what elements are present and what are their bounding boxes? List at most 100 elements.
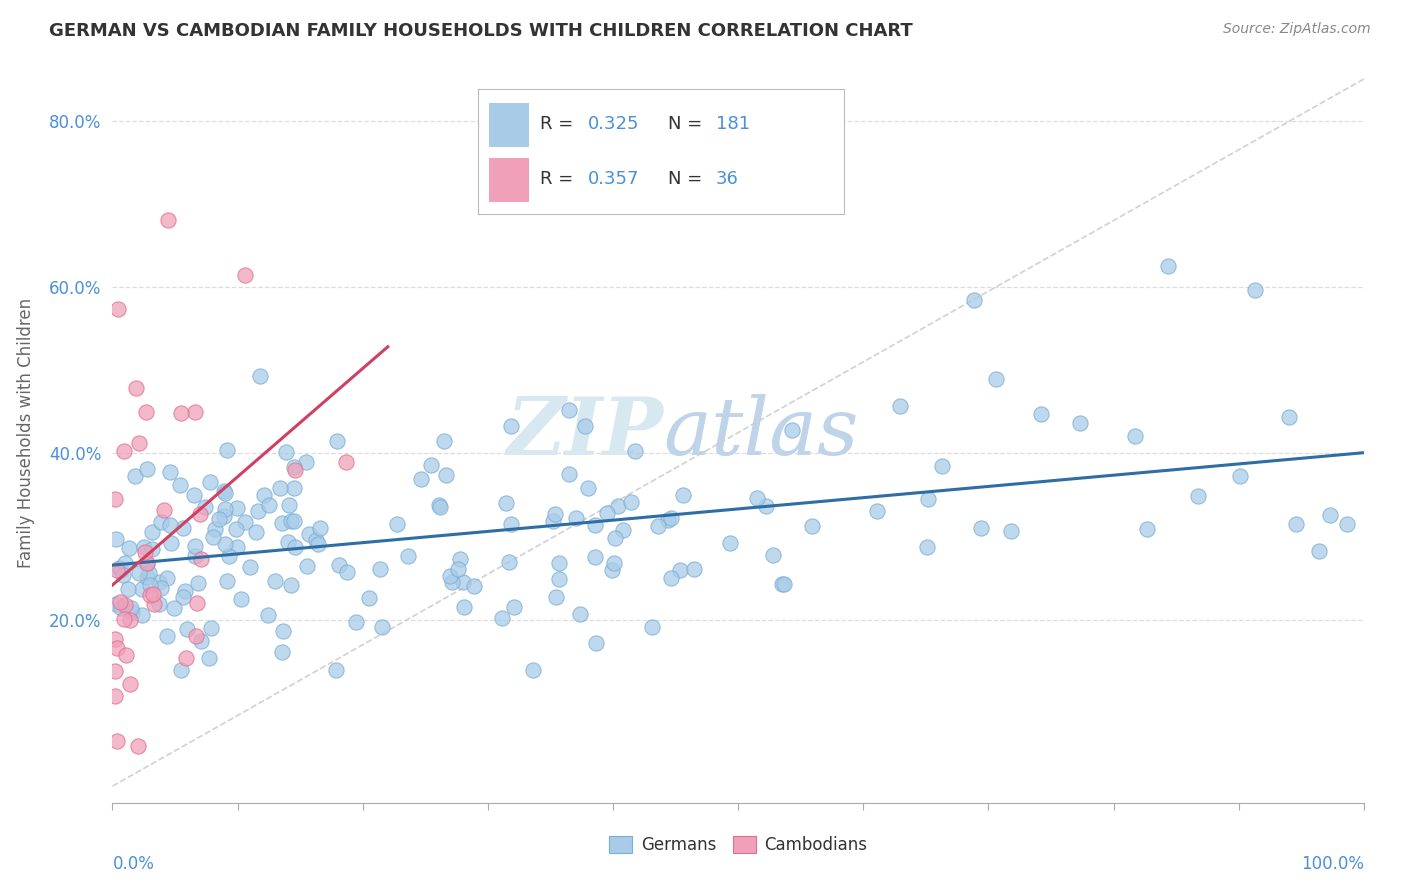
- Text: atlas: atlas: [664, 394, 859, 471]
- Point: [212, 509, 235, 524]
- Point: [271, 624, 294, 638]
- Point: [188, 507, 211, 521]
- Point: [547, 556, 569, 570]
- Point: [1157, 259, 1180, 273]
- Point: [114, 598, 136, 612]
- Point: [112, 612, 135, 626]
- Point: [200, 621, 222, 635]
- Point: [229, 591, 252, 606]
- Point: [159, 518, 181, 533]
- Point: [780, 424, 803, 438]
- Point: [225, 522, 247, 536]
- Point: [105, 563, 128, 577]
- Point: [135, 461, 157, 475]
- Point: [283, 540, 305, 554]
- Point: [105, 597, 128, 611]
- Text: 0.325: 0.325: [588, 115, 640, 133]
- Point: [138, 588, 160, 602]
- Point: [118, 677, 141, 691]
- Point: [156, 571, 179, 585]
- Point: [215, 442, 238, 457]
- Point: [120, 613, 142, 627]
- Point: [762, 548, 785, 562]
- Point: [284, 463, 307, 477]
- Point: [433, 434, 456, 449]
- Point: [184, 539, 207, 553]
- Point: [143, 597, 166, 611]
- Point: [174, 583, 197, 598]
- Point: [659, 571, 682, 585]
- Point: [115, 648, 138, 663]
- Point: [600, 563, 623, 577]
- Point: [326, 434, 349, 449]
- Point: [225, 541, 247, 555]
- Point: [359, 591, 381, 605]
- Point: [172, 590, 194, 604]
- Point: [565, 511, 588, 525]
- Point: [217, 574, 239, 588]
- Point: [141, 525, 163, 540]
- Point: [986, 372, 1008, 386]
- Point: [184, 549, 207, 563]
- Point: [264, 574, 287, 588]
- Point: [172, 521, 194, 535]
- Point: [328, 558, 350, 572]
- Point: [574, 418, 596, 433]
- Point: [669, 563, 692, 577]
- Text: 0.0%: 0.0%: [112, 855, 155, 872]
- Point: [583, 517, 606, 532]
- Point: [121, 605, 143, 619]
- Point: [569, 607, 592, 621]
- Point: [269, 481, 291, 495]
- Point: [548, 572, 571, 586]
- Y-axis label: Family Households with Children: Family Households with Children: [17, 298, 35, 567]
- Point: [495, 496, 517, 510]
- Point: [187, 576, 209, 591]
- Point: [411, 472, 433, 486]
- Point: [138, 566, 160, 580]
- Point: [969, 521, 991, 535]
- Point: [131, 607, 153, 622]
- Point: [245, 525, 267, 540]
- Point: [110, 595, 132, 609]
- Point: [325, 663, 347, 677]
- Point: [1278, 409, 1301, 424]
- Point: [449, 551, 471, 566]
- Text: GERMAN VS CAMBODIAN FAMILY HOUSEHOLDS WITH CHILDREN CORRELATION CHART: GERMAN VS CAMBODIAN FAMILY HOUSEHOLDS WI…: [49, 22, 912, 40]
- Point: [141, 541, 163, 556]
- Point: [1308, 544, 1330, 558]
- Point: [1136, 522, 1159, 536]
- Point: [1243, 284, 1265, 298]
- Point: [578, 481, 600, 495]
- Point: [134, 540, 156, 554]
- Point: [107, 640, 129, 655]
- Point: [105, 734, 128, 748]
- Point: [239, 560, 262, 574]
- Point: [427, 498, 450, 512]
- Point: [170, 406, 193, 420]
- Point: [148, 597, 170, 611]
- Point: [1285, 516, 1308, 531]
- Point: [131, 582, 153, 596]
- Point: [274, 445, 297, 459]
- Point: [419, 458, 441, 472]
- Text: 36: 36: [716, 170, 738, 188]
- FancyBboxPatch shape: [489, 103, 529, 146]
- Point: [104, 632, 127, 647]
- Point: [451, 575, 474, 590]
- Point: [174, 651, 197, 665]
- Point: [755, 499, 778, 513]
- Point: [235, 515, 257, 529]
- Point: [214, 485, 236, 500]
- Point: [246, 504, 269, 518]
- Point: [124, 469, 146, 483]
- Point: [344, 615, 367, 630]
- Point: [672, 488, 695, 502]
- Text: R =: R =: [540, 115, 579, 133]
- Point: [439, 568, 461, 582]
- Point: [104, 664, 127, 678]
- Point: [963, 293, 986, 307]
- Point: [283, 514, 305, 528]
- Point: [295, 558, 318, 573]
- Point: [800, 519, 823, 533]
